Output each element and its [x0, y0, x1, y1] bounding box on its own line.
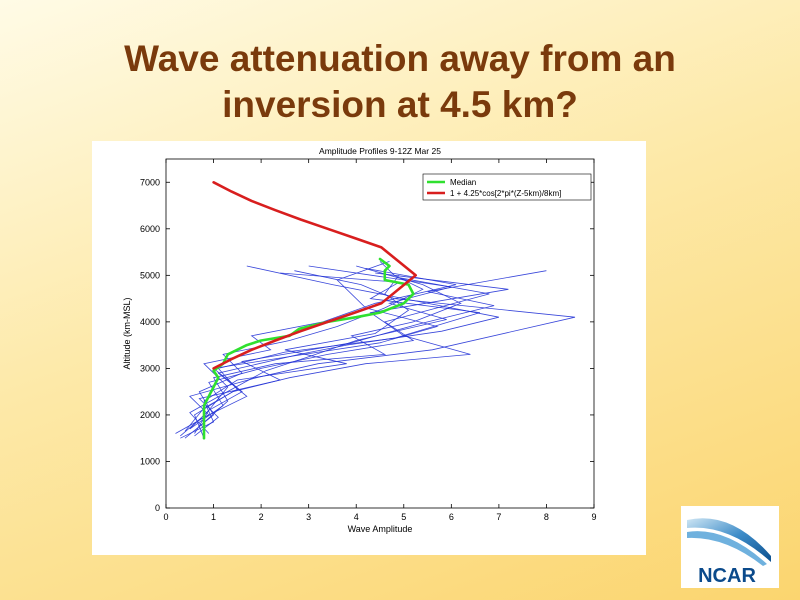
- slide-title-line-1: Wave attenuation away from an: [124, 38, 676, 79]
- x-tick-label: 9: [591, 512, 596, 522]
- slide-title: Wave attenuation away from an inversion …: [0, 36, 800, 128]
- ncar-logo-mark: NCAR: [687, 518, 771, 587]
- profile-line: [175, 270, 576, 434]
- y-tick-label: 0: [155, 503, 160, 513]
- chart-title: Amplitude Profiles 9-12Z Mar 25: [319, 146, 441, 156]
- y-tick-label: 2000: [140, 410, 160, 420]
- x-tick-label: 6: [449, 512, 454, 522]
- legend-box: [422, 173, 592, 201]
- y-tick-label: 5000: [140, 270, 160, 280]
- x-tick-label: 0: [163, 512, 168, 522]
- slide-title-line-2: inversion at 4.5 km?: [222, 84, 578, 125]
- ncar-logo: NCAR: [681, 506, 779, 588]
- y-axis-label: Altitude (km-MSL): [122, 297, 132, 369]
- legend-entry: Median: [450, 178, 476, 187]
- chart-figure: 0 1 2 3 4 5 6 7 8 9 0 1000 2000 3000 4000 5000 6000 7000 A…: [92, 141, 646, 555]
- plot-area: [165, 158, 595, 509]
- profile-line: [194, 268, 457, 434]
- x-tick-label: 3: [306, 512, 311, 522]
- chart-canvas: 0 1 2 3 4 5 6 7 8 9 0 1000 2000 3000 4000 5000 6000 7000 A…: [122, 146, 597, 534]
- profile-line: [189, 277, 490, 430]
- logo-text: NCAR: [698, 565, 756, 587]
- x-axis-label: Wave Amplitude: [348, 524, 413, 534]
- x-tick-label: 1: [211, 512, 216, 522]
- x-tick-label: 7: [496, 512, 501, 522]
- logo-swoosh-2: [687, 531, 767, 566]
- y-tick-label: 3000: [140, 363, 160, 373]
- x-tick-label: 5: [401, 512, 406, 522]
- fit-series-line: [212, 180, 418, 370]
- profile-line: [184, 261, 424, 439]
- profile-line: [189, 261, 439, 430]
- y-tick-label: 6000: [140, 224, 160, 234]
- y-tick-label: 1000: [140, 456, 160, 466]
- logo-swoosh-1: [687, 518, 771, 562]
- profile-line: [180, 275, 410, 439]
- profile-line: [199, 265, 462, 427]
- x-tick-label: 2: [259, 512, 264, 522]
- x-tick-label: 8: [544, 512, 549, 522]
- legend-entry: 1 + 4.25*cos[2*pi*(Z-5km)/8km]: [450, 189, 561, 198]
- x-tick-label: 4: [354, 512, 359, 522]
- profile-line: [180, 265, 499, 437]
- y-tick-label: 4000: [140, 317, 160, 327]
- profile-line: [194, 272, 509, 439]
- y-tick-label: 7000: [140, 177, 160, 187]
